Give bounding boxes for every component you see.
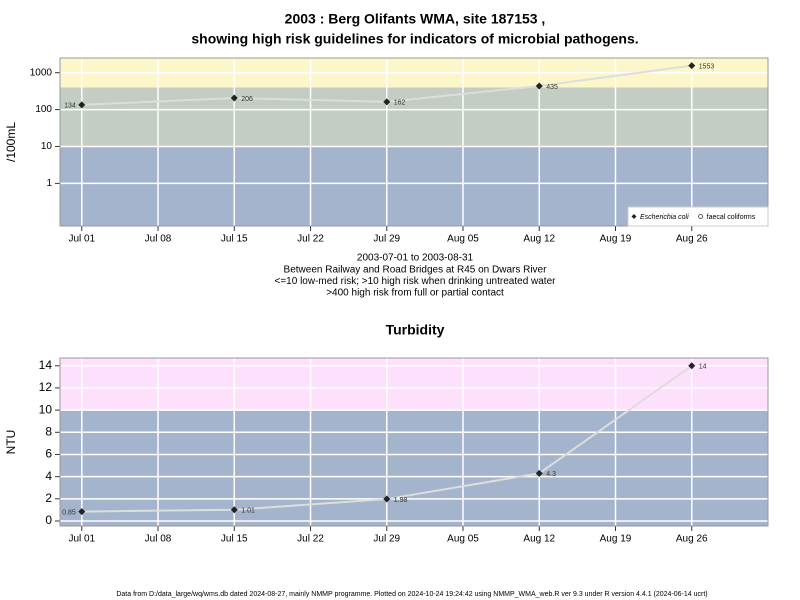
y-tick-label: 2 <box>45 491 52 505</box>
risk-band <box>60 358 768 411</box>
y-tick-label: 6 <box>45 447 52 461</box>
chart-title: 2003 : Berg Olifants WMA, site 187153 , <box>285 11 546 27</box>
data-label: 134 <box>64 103 76 110</box>
legend-label: faecal coliforms <box>707 214 756 221</box>
x-tick-label: Jul 08 <box>145 234 172 245</box>
subtitle: >400 high risk from full or partial cont… <box>326 288 504 299</box>
data-point <box>383 495 391 503</box>
x-tick-label: Aug 12 <box>523 234 555 245</box>
x-tick-label: Aug 26 <box>676 534 708 545</box>
x-tick-label: Aug 12 <box>523 534 555 545</box>
data-label: 1553 <box>699 63 715 70</box>
data-label: 1.01 <box>241 508 255 515</box>
x-tick-label: Jul 22 <box>297 234 324 245</box>
y-axis-label: /100mL <box>4 122 18 162</box>
legend-marker <box>631 214 637 219</box>
x-tick-label: Jul 08 <box>145 534 172 545</box>
y-tick-label: 10 <box>41 141 53 152</box>
subtitle: Between Railway and Road Bridges at R45 … <box>284 264 548 275</box>
x-tick-label: Jul 29 <box>373 534 400 545</box>
x-tick-label: Aug 26 <box>676 234 708 245</box>
data-point <box>535 82 543 90</box>
legend-label: Escherichia coli <box>640 214 689 221</box>
data-point <box>230 506 238 514</box>
chart-title: showing high risk guidelines for indicat… <box>191 31 638 47</box>
data-point <box>688 62 696 70</box>
data-point <box>78 508 86 516</box>
data-point <box>688 362 696 370</box>
data-label: 1.98 <box>394 497 408 504</box>
y-tick-label: 12 <box>39 380 53 394</box>
data-label: 0.85 <box>62 509 76 516</box>
legend-box <box>627 206 769 227</box>
y-tick-label: 0 <box>45 513 52 527</box>
data-point <box>535 469 543 477</box>
data-point <box>230 94 238 102</box>
y-tick-label: 100 <box>35 104 52 115</box>
x-tick-label: Aug 05 <box>447 234 479 245</box>
data-label: 14 <box>699 364 707 371</box>
x-tick-label: Jul 01 <box>68 234 95 245</box>
x-tick-label: Aug 19 <box>600 234 632 245</box>
x-tick-label: Jul 15 <box>221 234 248 245</box>
plot-frame <box>59 357 769 527</box>
data-label: 435 <box>546 84 558 91</box>
x-tick-label: Jul 29 <box>373 234 400 245</box>
y-tick-label: 10 <box>39 402 53 416</box>
x-tick-label: Aug 19 <box>600 534 632 545</box>
subtitle: <=10 low-med risk; >10 high risk when dr… <box>275 276 557 287</box>
footer: Data from D:/data_large/wq/wms.db dated … <box>116 591 707 598</box>
y-tick-label: 4 <box>45 469 52 483</box>
x-tick-label: Jul 01 <box>68 534 95 545</box>
y-axis-label: NTU <box>4 430 18 455</box>
x-tick-label: Jul 15 <box>221 534 248 545</box>
data-label: 206 <box>241 96 253 103</box>
y-tick-label: 14 <box>39 358 53 372</box>
data-label: 4.3 <box>546 471 556 478</box>
legend-marker <box>698 214 704 219</box>
data-label: 162 <box>394 100 406 107</box>
risk-band <box>60 87 768 147</box>
y-tick-label: 1000 <box>30 67 53 78</box>
x-tick-label: Aug 05 <box>447 534 479 545</box>
plot-frame <box>59 57 769 227</box>
x-tick-label: Jul 22 <box>297 534 324 545</box>
y-tick-label: 1 <box>46 178 52 189</box>
data-point <box>383 98 391 106</box>
subtitle: 2003-07-01 to 2003-08-31 <box>357 253 474 264</box>
chart-title: Turbidity <box>386 322 445 338</box>
data-point <box>78 101 86 109</box>
y-tick-label: 8 <box>45 424 52 438</box>
risk-band <box>60 410 768 526</box>
